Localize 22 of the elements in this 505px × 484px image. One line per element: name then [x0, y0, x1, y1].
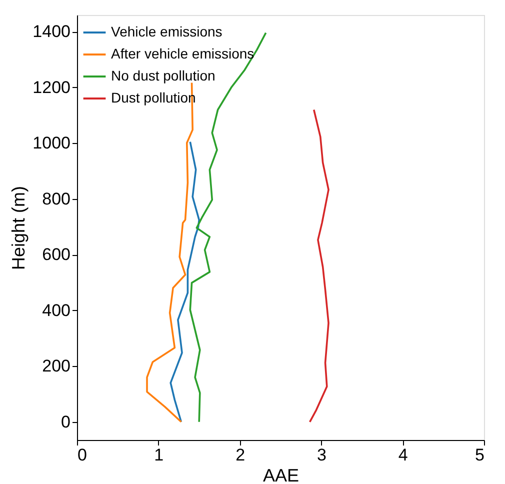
y-tick-label: 0 [61, 412, 70, 432]
y-tick-label: 1200 [32, 78, 70, 97]
x-tick-label: 2 [236, 446, 246, 464]
y-tick-label: 400 [42, 300, 70, 320]
legend-label: No dust pollution [111, 68, 216, 84]
x-tick-label: 5 [475, 446, 484, 464]
x-tick-label: 3 [316, 446, 326, 464]
legend-label: After vehicle emissions [111, 46, 254, 62]
x-axis-title: AAE [262, 466, 300, 484]
x-tick-label: 1 [154, 446, 164, 464]
legend-label: Vehicle emissions [111, 24, 222, 40]
y-axis-title: Height (m) [8, 186, 29, 270]
y-tick-label: 1400 [32, 22, 70, 42]
y-tick-label: 200 [42, 356, 70, 376]
x-tick-label: 0 [78, 446, 87, 464]
x-tick-label: 4 [398, 446, 408, 464]
y-tick-label: 1000 [32, 134, 70, 153]
line-series [308, 108, 330, 423]
y-tick-label: 800 [42, 189, 70, 208]
y-tick-label: 600 [42, 245, 70, 264]
line-series [170, 140, 200, 423]
line-series [146, 82, 194, 423]
